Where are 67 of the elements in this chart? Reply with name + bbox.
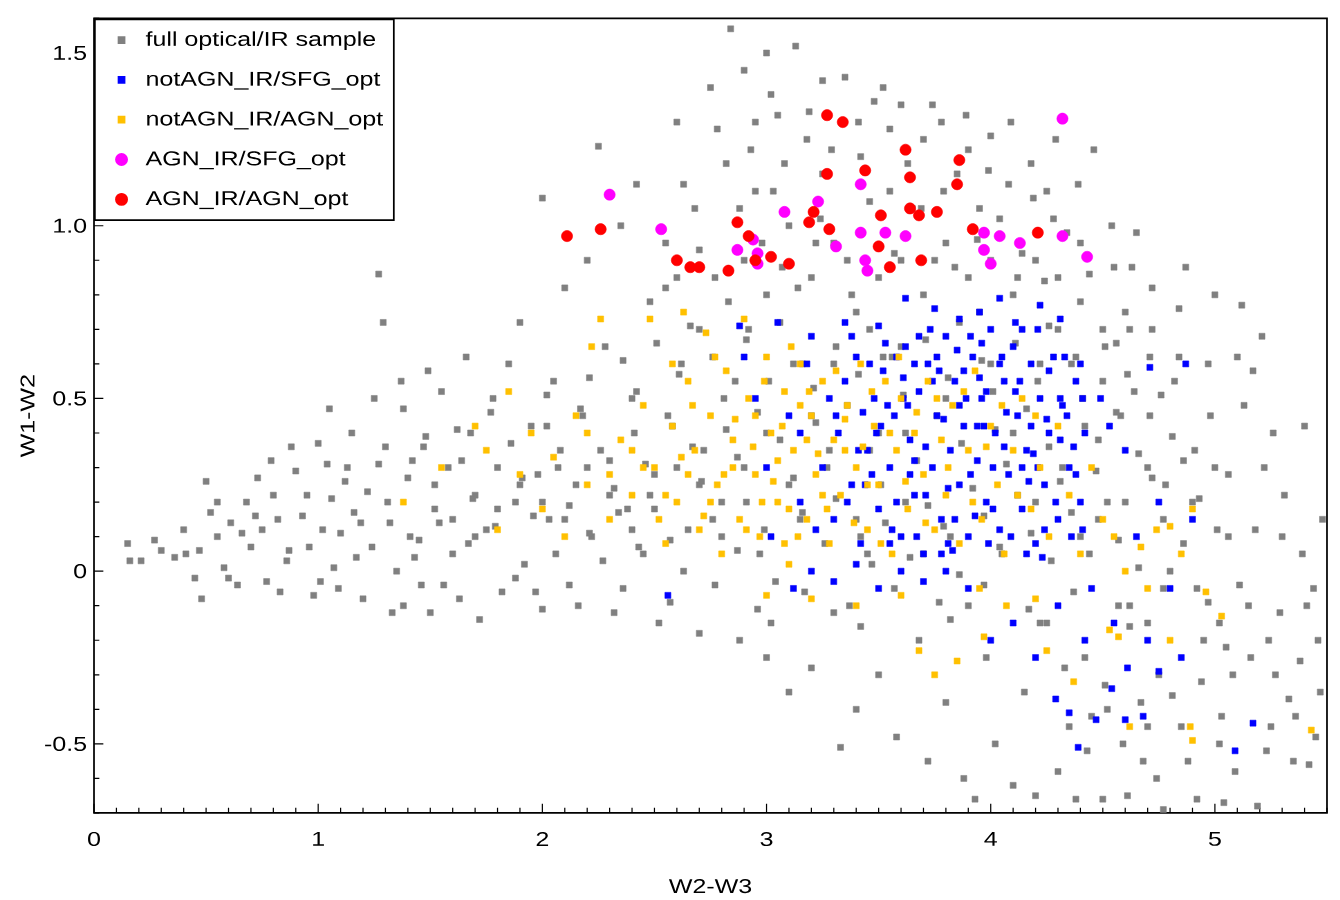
point — [603, 188, 616, 201]
point — [821, 168, 833, 180]
point — [875, 209, 887, 222]
point — [807, 206, 820, 218]
point — [765, 250, 777, 263]
x-axis-title: W2-W3 — [668, 879, 752, 894]
x-tick-label: 5 — [1208, 831, 1221, 846]
point — [904, 202, 916, 215]
point — [1056, 112, 1069, 125]
point — [823, 223, 836, 236]
legend-label: full optical/IR sample — [145, 31, 376, 50]
point — [803, 216, 816, 229]
point — [899, 230, 912, 242]
point — [915, 254, 928, 267]
legend-label: AGN_IR/AGN_opt — [145, 190, 349, 210]
y-tick-label: 0.5 — [53, 391, 87, 406]
point — [978, 244, 990, 256]
point — [742, 230, 755, 242]
point — [978, 226, 990, 239]
point — [966, 223, 979, 236]
point — [655, 223, 668, 236]
point — [722, 264, 735, 277]
point — [1013, 237, 1026, 249]
point — [561, 230, 573, 242]
point — [953, 154, 966, 166]
point — [1056, 230, 1069, 242]
point — [854, 226, 867, 239]
point — [1031, 226, 1044, 239]
point — [778, 206, 791, 218]
legend-label: AGN_IR/SFG_opt — [145, 150, 346, 170]
point — [899, 143, 912, 156]
x-tick-label: 2 — [536, 831, 549, 846]
point — [859, 164, 872, 177]
point — [836, 116, 849, 128]
point — [671, 254, 683, 267]
x-tick-label: 3 — [760, 831, 773, 847]
x-tick-label: 0 — [88, 831, 100, 847]
x-tick-label: 4 — [984, 831, 997, 846]
y-tick-label: 0 — [74, 564, 87, 579]
legend-label: notAGN_IR/AGN_opt — [147, 110, 383, 130]
point — [731, 244, 744, 256]
point — [854, 178, 867, 191]
point — [594, 223, 607, 236]
y-tick-label: -0.5 — [45, 736, 87, 751]
point — [904, 171, 916, 184]
point — [812, 195, 824, 208]
point — [830, 240, 842, 253]
point — [984, 257, 997, 270]
point — [861, 264, 874, 277]
point — [931, 206, 943, 218]
point — [859, 254, 872, 267]
point — [1081, 250, 1093, 263]
point — [951, 178, 963, 191]
x-tick-label: 1 — [313, 831, 324, 846]
point — [913, 209, 925, 222]
y-tick-label: 1.5 — [54, 46, 87, 60]
point — [879, 226, 892, 239]
point — [821, 109, 833, 122]
point — [693, 261, 706, 274]
point — [783, 257, 795, 270]
legend-label: notAGN_IR/SFG_opt — [147, 71, 381, 90]
point — [993, 230, 1006, 242]
point — [883, 261, 896, 274]
point — [872, 240, 885, 253]
y-tick-label: 1.0 — [54, 218, 87, 233]
y-axis-title: W1-W2 — [20, 375, 35, 458]
point — [731, 216, 744, 229]
